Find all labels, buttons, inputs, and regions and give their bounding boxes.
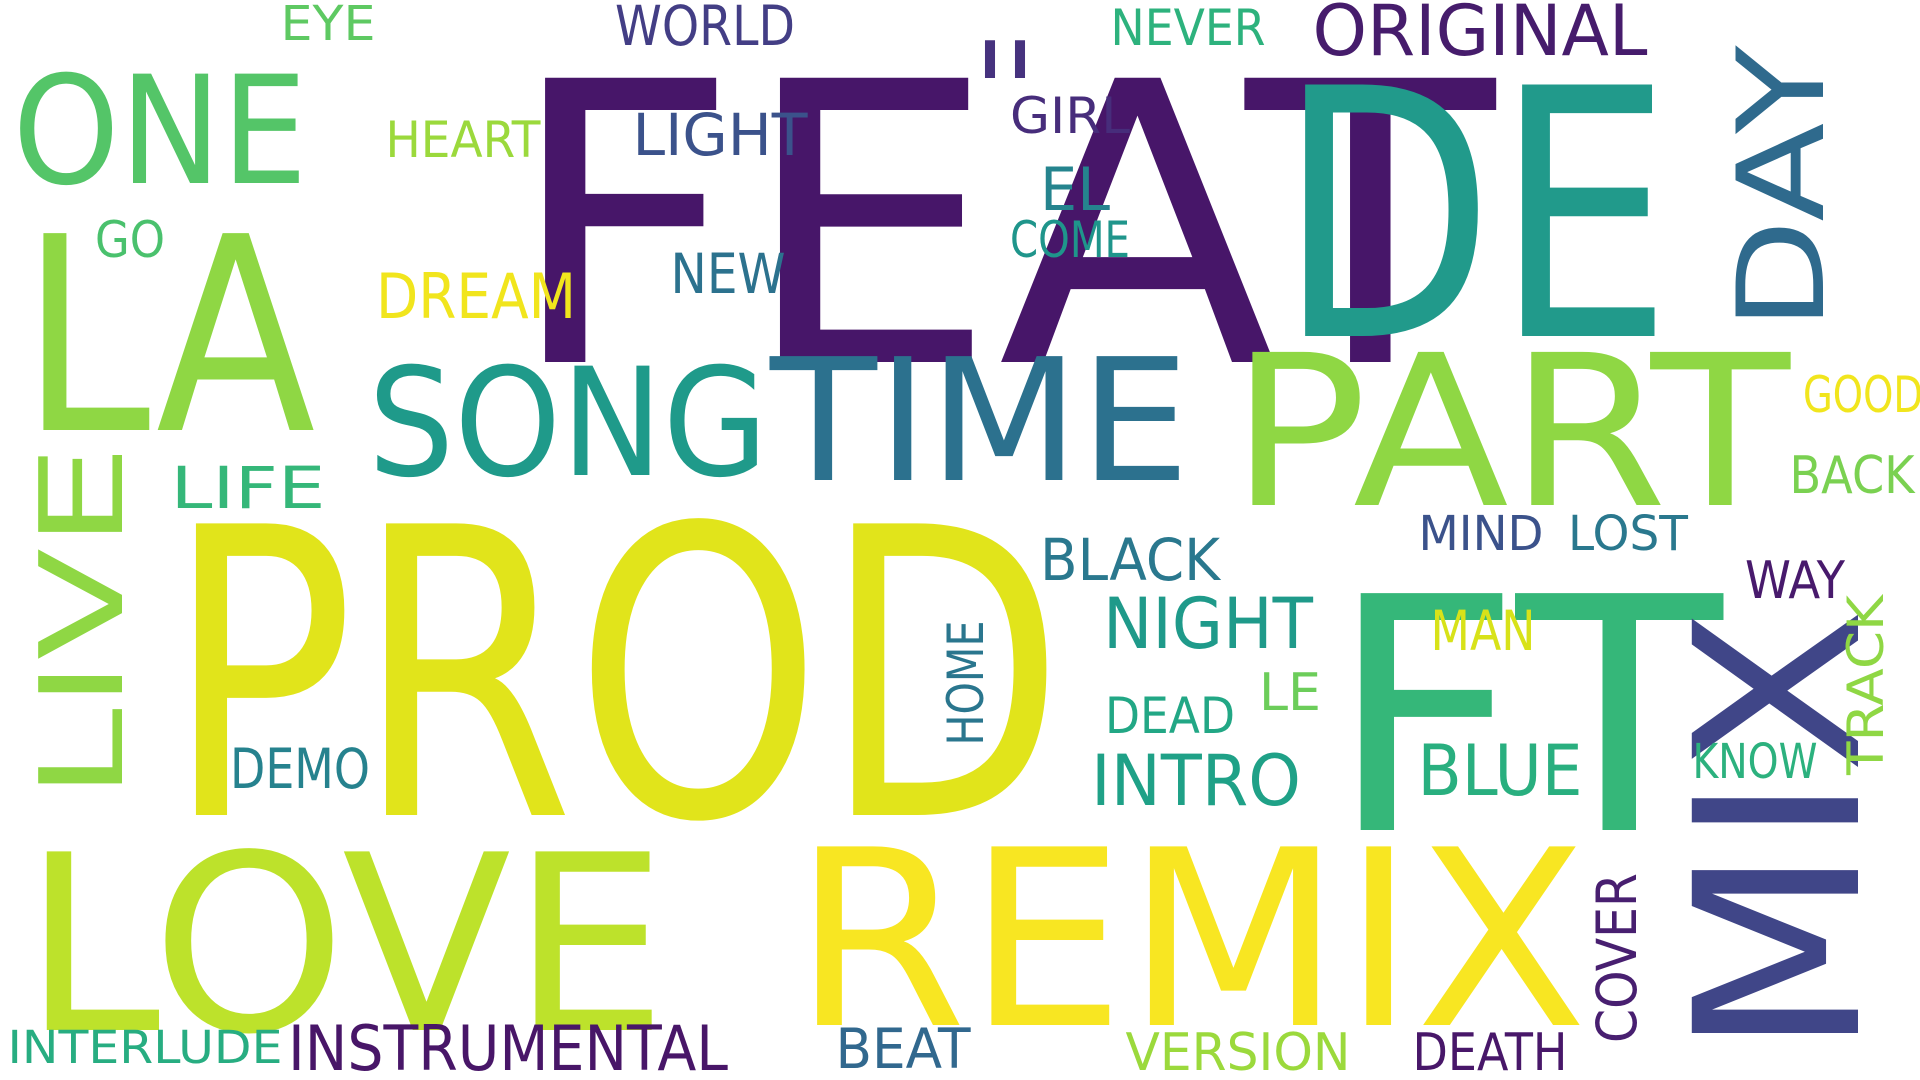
word-life: LIFE: [171, 454, 326, 522]
word-blue: BLUE: [1418, 730, 1583, 812]
word-beat: BEAT: [836, 1017, 971, 1080]
word-lost: LOST: [1568, 506, 1689, 562]
word-home: HOME: [937, 621, 995, 746]
word-dead: DEAD: [1105, 687, 1235, 745]
word-remix: REMIX: [793, 798, 1588, 1080]
word-track: TRACK: [1837, 594, 1895, 776]
word-night: NIGHT: [1103, 583, 1313, 665]
word-ft: FT: [1328, 528, 1728, 907]
word-one: ONE: [13, 45, 308, 219]
word-la: LA: [21, 179, 317, 494]
word-eye: EYE: [281, 0, 376, 52]
word-death: DEATH: [1413, 1023, 1568, 1080]
word-come: COME: [1010, 211, 1130, 269]
word-ii: II: [975, 31, 1035, 91]
word-way: WAY: [1745, 551, 1845, 611]
word-cover: COVER: [1585, 873, 1649, 1043]
word-intro: INTRO: [1091, 740, 1301, 822]
word-prod: PROD: [165, 445, 1065, 910]
word-know: KNOW: [1693, 734, 1818, 790]
word-world: WORLD: [615, 0, 795, 58]
word-never: NEVER: [1111, 0, 1266, 57]
word-dream: DREAM: [376, 260, 576, 333]
word-go: GO: [95, 211, 165, 269]
word-black: BLACK: [1040, 526, 1222, 594]
word-good: GOOD: [1803, 366, 1920, 424]
word-live: LIVE: [16, 445, 150, 800]
word-mix[interactable]: MIX: [1646, 607, 1912, 1057]
word-man: MAN: [1431, 599, 1536, 663]
word-love: LOVE: [23, 803, 668, 1080]
word-song: SONG: [368, 337, 768, 511]
word-le: LE: [1259, 663, 1321, 723]
word-new: NEW: [671, 242, 786, 306]
word-feat: FEAT: [505, 0, 1501, 454]
word-day: DAY: [1713, 45, 1852, 331]
word-mind: MIND: [1419, 506, 1544, 562]
word-interlude: INTERLUDE: [8, 1021, 283, 1074]
word-version: VERSION: [1126, 1023, 1351, 1080]
word-original: ORIGINAL: [1313, 0, 1648, 72]
word-el: EL: [1040, 155, 1111, 225]
word-de: DE: [1278, 17, 1673, 418]
word-girl: GIRL: [1010, 87, 1130, 145]
word-back: BACK: [1790, 446, 1917, 506]
word-light: LIGHT: [633, 101, 809, 169]
word-heart: HEART: [386, 111, 541, 169]
word-instrumental: INSTRUMENTAL: [288, 1012, 728, 1080]
word-demo: DEMO: [230, 737, 370, 801]
word-time: TIME: [769, 323, 1190, 521]
word-part: PART: [1230, 310, 1791, 555]
